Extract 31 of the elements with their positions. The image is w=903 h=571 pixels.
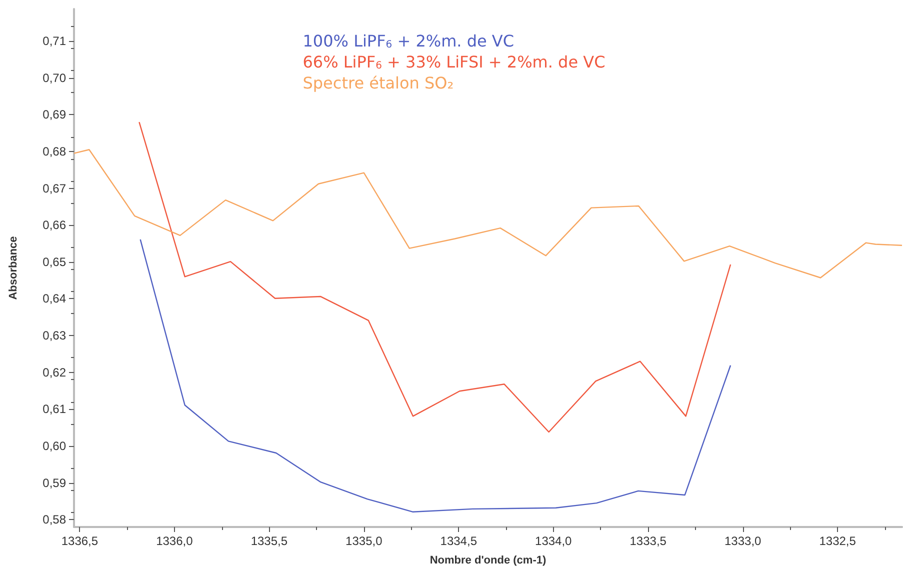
x-tick-label: 1333,5 (630, 534, 667, 548)
x-tick-label: 1336,0 (156, 534, 194, 548)
y-tick-label: 0,58 (42, 512, 66, 527)
y-tick-label: 0,59 (42, 476, 66, 490)
x-tick-label: 1333,0 (724, 534, 762, 548)
text: Spectre étalon SO₂ (302, 74, 454, 92)
line-series (73, 149, 903, 278)
y-tick-label: 0,66 (42, 218, 66, 232)
y-tick-label: 0,60 (42, 439, 66, 454)
y-tick-label: 0,67 (42, 181, 66, 196)
y-tick-label: 0,69 (42, 108, 66, 122)
x-tick-label: 1332,5 (819, 534, 856, 548)
y-tick-label: 0,62 (42, 365, 66, 380)
text: 66% LiPF6 + 33% LiFSI + 2%m. de VC (302, 52, 606, 72)
x-tick-label: 1334,5 (440, 534, 478, 548)
y-tick-label: 0,63 (42, 328, 66, 343)
x-tick-label: 1334,0 (535, 534, 572, 548)
text: 100% LiPF6 + 2%m. de VC (302, 32, 514, 50)
x-tick-label: 1335,5 (250, 534, 288, 548)
y-tick-label: 0,64 (42, 292, 66, 306)
x-axis-title: Nombre d'onde (cm-1) (430, 554, 546, 566)
line-series (140, 238, 732, 513)
y-tick-label: 0,61 (42, 402, 66, 416)
y-tick-label: 0,70 (42, 70, 66, 85)
y-tick-label: 0,71 (42, 34, 66, 48)
x-tick-label: 1336,5 (61, 534, 98, 548)
y-tick-label: 0,65 (42, 254, 66, 269)
y-axis-title: Absorbance (8, 236, 20, 300)
x-tick-label: 1335,0 (346, 534, 383, 548)
line-series (138, 121, 732, 433)
y-tick-label: 0,68 (42, 144, 66, 158)
